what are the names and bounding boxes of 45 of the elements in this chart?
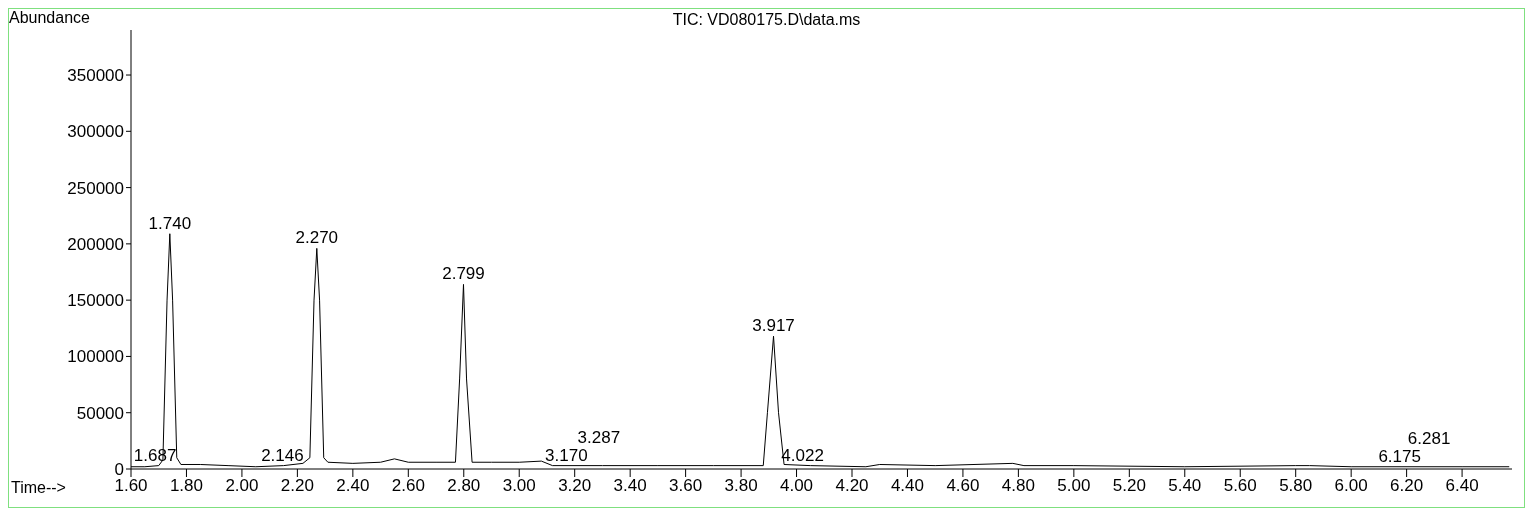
x-tick-label: 3.60	[669, 476, 703, 496]
y-tick-label: 250000	[67, 178, 124, 198]
x-axis-title: Time-->	[11, 479, 66, 497]
y-tick-label: 350000	[67, 66, 124, 86]
y-tick-label: 200000	[67, 234, 124, 254]
x-tick-label: 6.40	[1445, 476, 1479, 496]
y-tick-label: 100000	[67, 347, 124, 367]
annotation: 1.687	[133, 445, 177, 465]
x-tick-label: 4.00	[780, 476, 814, 496]
x-tick-label: 1.80	[169, 476, 204, 496]
y-tick-label: 150000	[67, 291, 124, 311]
x-tick-label: 4.60	[946, 476, 980, 496]
annotation: 2.146	[261, 445, 304, 465]
x-tick-label: 5.40	[1168, 476, 1202, 496]
annotation: 2.799	[442, 264, 485, 284]
x-tick-label: 6.00	[1334, 476, 1368, 496]
x-tick-label: 2.00	[225, 476, 259, 496]
annotation: 3.917	[752, 316, 795, 336]
annotation: 6.175	[1378, 446, 1421, 466]
annotation: 4.022	[781, 445, 824, 465]
y-axis-title: Abundance	[9, 9, 90, 27]
x-tick-label: 5.60	[1223, 476, 1257, 496]
x-tick-label: 4.20	[835, 476, 869, 496]
x-tick-label: 4.40	[890, 476, 925, 496]
y-tick-label: 300000	[67, 122, 124, 142]
x-tick-label: 5.80	[1279, 476, 1313, 496]
x-tick-label: 2.80	[447, 476, 481, 496]
x-tick-label: 2.60	[391, 476, 425, 496]
x-tick-label: 3.20	[558, 476, 592, 496]
x-tick-label: 2.20	[280, 476, 314, 496]
x-tick-label: 4.80	[1001, 476, 1035, 496]
x-tick-label: 2.40	[336, 476, 370, 496]
annotation: 3.287	[577, 428, 621, 448]
x-tick-label: 5.20	[1112, 476, 1146, 496]
annotation: 1.740	[148, 213, 192, 233]
x-tick-label: 3.80	[724, 476, 758, 496]
annotation: 3.170	[545, 445, 588, 465]
chart-title: TIC: VD080175.D\data.ms	[672, 11, 861, 28]
annotation: 2.270	[295, 228, 339, 248]
x-tick-label: 3.00	[502, 476, 536, 496]
x-tick-label: 6.20	[1390, 476, 1424, 496]
x-tick-label: 3.40	[613, 476, 647, 496]
y-tick-label: 50000	[76, 403, 124, 423]
x-tick-label: 5.00	[1057, 476, 1091, 496]
annotation: 6.281	[1407, 428, 1451, 448]
